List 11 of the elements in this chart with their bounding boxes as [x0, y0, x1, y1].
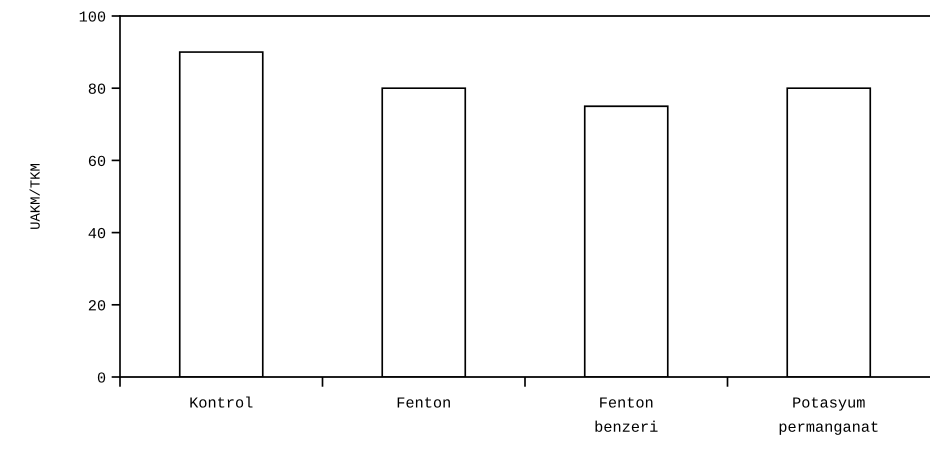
x-tick-label: Fenton benzeri — [595, 397, 658, 432]
y-tick-label: 60 — [88, 156, 106, 166]
x-tick-label: Kontrol — [190, 396, 252, 408]
y-tick-label: 40 — [88, 228, 106, 238]
y-axis-title: UAKM/TKM — [30, 164, 40, 229]
x-tick-label: Potasyum permanganat — [780, 397, 878, 435]
x-tick-label: Fenton — [398, 397, 450, 408]
y-tick-label: 100 — [80, 11, 106, 22]
y-tick-label: 0 — [98, 372, 106, 383]
y-tick-label: 20 — [88, 300, 106, 310]
y-tick-label: 80 — [88, 84, 106, 94]
